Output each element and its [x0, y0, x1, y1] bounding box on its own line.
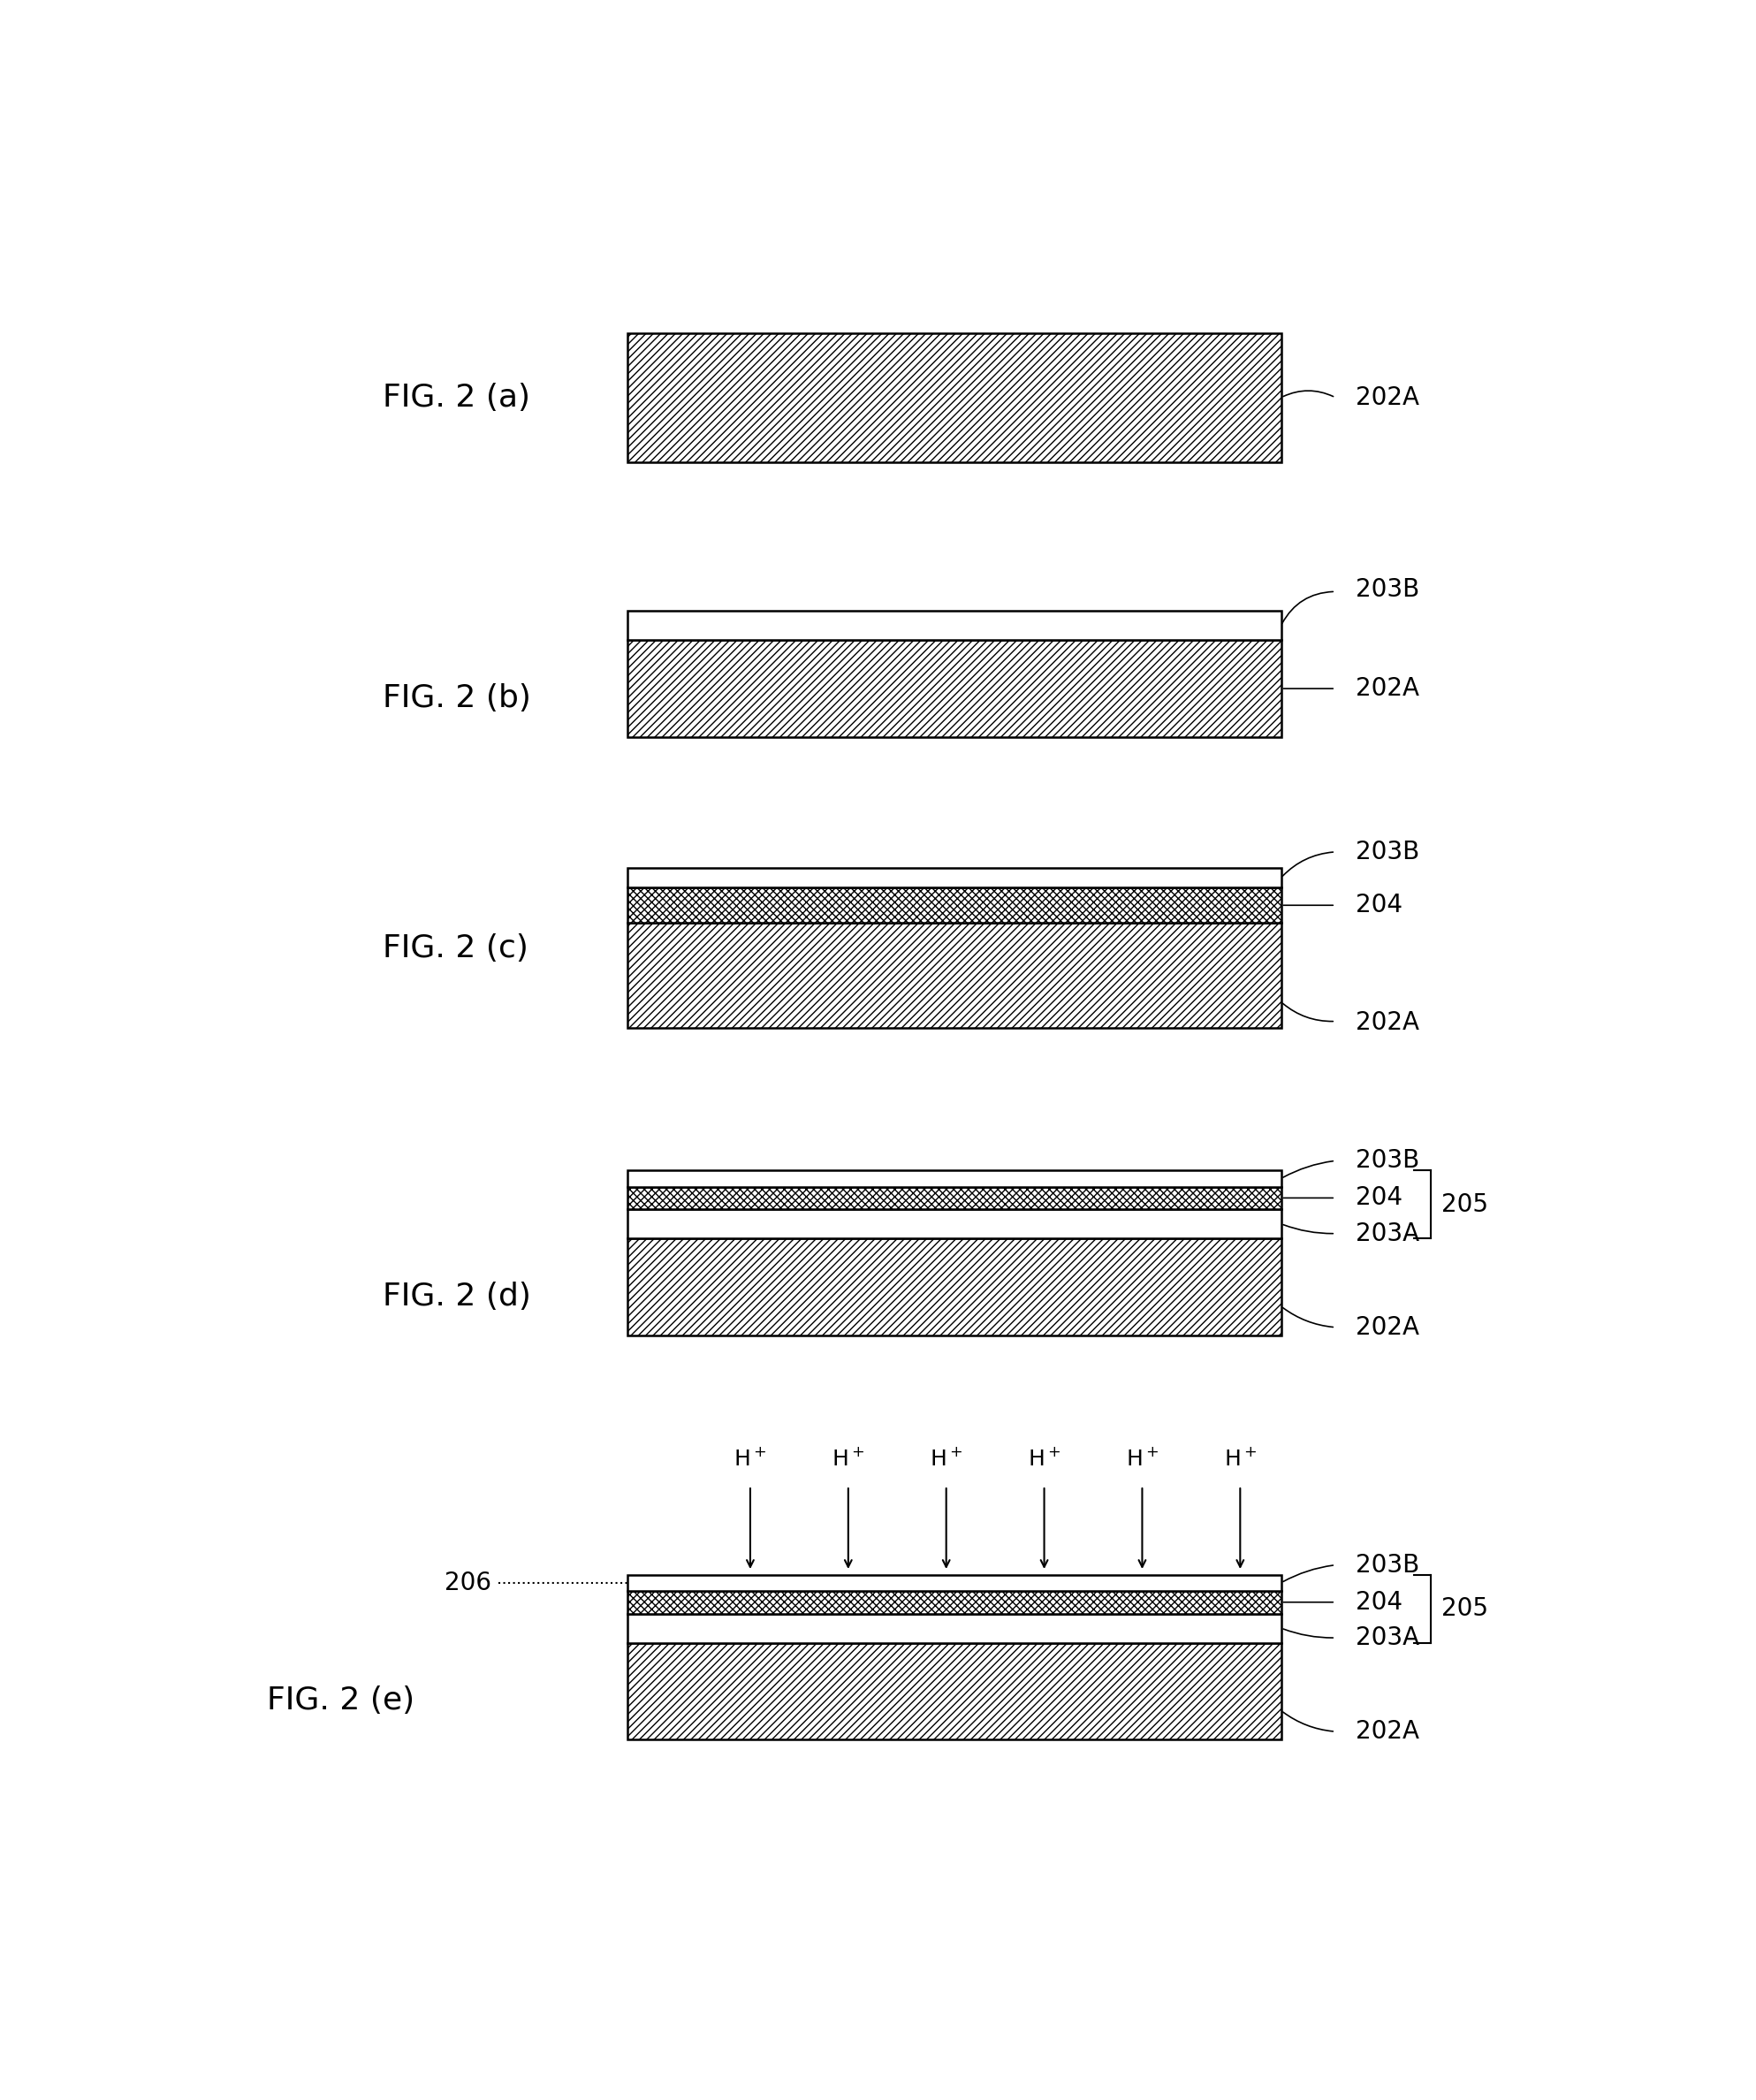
Text: FIG. 2 (e): FIG. 2 (e): [267, 1686, 414, 1716]
Text: H$^+$: H$^+$: [1027, 1447, 1061, 1470]
Text: FIG. 2 (a): FIG. 2 (a): [383, 382, 530, 412]
Text: 205: 205: [1442, 1596, 1489, 1621]
Text: H$^+$: H$^+$: [929, 1447, 962, 1470]
Text: 204: 204: [1356, 1590, 1403, 1615]
Text: 202A: 202A: [1356, 1720, 1419, 1743]
Text: 204: 204: [1356, 892, 1403, 918]
Text: 206: 206: [444, 1571, 492, 1596]
Text: 203A: 203A: [1356, 1625, 1419, 1651]
Bar: [629, 1613, 1280, 1642]
Bar: [629, 640, 1280, 737]
Bar: [629, 1642, 1280, 1739]
Text: H$^+$: H$^+$: [734, 1447, 767, 1470]
Text: 203B: 203B: [1356, 1149, 1419, 1174]
Text: 202A: 202A: [1356, 1315, 1419, 1340]
Bar: [629, 924, 1280, 1029]
Text: FIG. 2 (b): FIG. 2 (b): [383, 683, 530, 714]
Bar: [629, 1170, 1280, 1186]
Text: H$^+$: H$^+$: [1126, 1447, 1159, 1470]
Text: 203A: 203A: [1356, 1220, 1419, 1245]
Bar: [629, 334, 1280, 462]
Bar: [629, 1575, 1280, 1592]
Text: 202A: 202A: [1356, 676, 1419, 701]
Bar: [629, 888, 1280, 924]
Text: FIG. 2 (c): FIG. 2 (c): [383, 932, 529, 964]
Text: FIG. 2 (d): FIG. 2 (d): [383, 1281, 530, 1312]
Text: 202A: 202A: [1356, 1010, 1419, 1035]
Bar: [629, 1186, 1280, 1210]
Text: 205: 205: [1442, 1193, 1489, 1216]
Text: H$^+$: H$^+$: [1224, 1447, 1257, 1470]
Text: 204: 204: [1356, 1186, 1403, 1210]
Bar: [629, 867, 1280, 888]
Bar: [629, 611, 1280, 640]
Text: 203B: 203B: [1356, 578, 1419, 603]
Bar: [629, 1210, 1280, 1239]
Text: 203B: 203B: [1356, 1552, 1419, 1577]
Text: 202A: 202A: [1356, 384, 1419, 410]
Text: 203B: 203B: [1356, 840, 1419, 865]
Text: H$^+$: H$^+$: [832, 1447, 864, 1470]
Bar: [629, 1239, 1280, 1336]
Bar: [629, 1592, 1280, 1613]
